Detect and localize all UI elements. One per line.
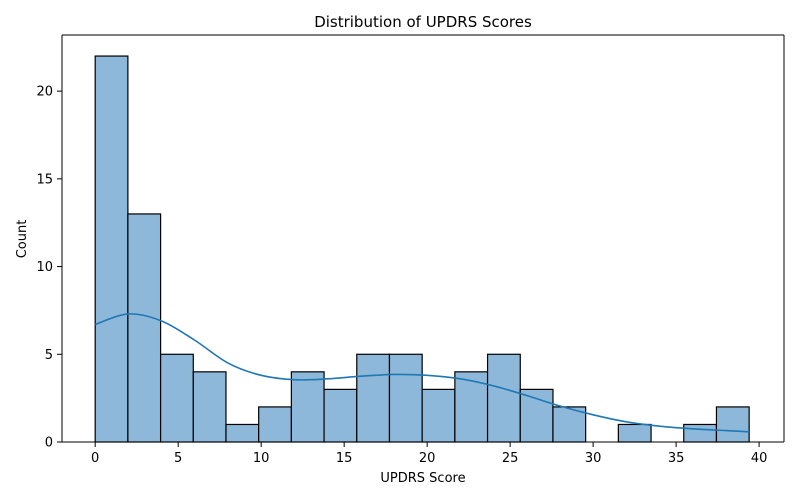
x-tick-label: 35: [668, 451, 685, 466]
histogram-bar: [127, 213, 162, 443]
x-tick-label: 20: [419, 451, 436, 466]
x-tick-label: 30: [585, 451, 602, 466]
histogram-bar: [421, 388, 456, 443]
histogram-bar: [258, 406, 292, 443]
x-tick-label: 25: [502, 451, 519, 466]
histogram-bar: [323, 388, 358, 443]
histogram-bar: [388, 353, 423, 443]
histogram-bar: [454, 371, 489, 443]
x-tick-label: 5: [174, 451, 182, 466]
x-tick-label: 40: [751, 451, 768, 466]
histogram-bar: [683, 423, 718, 443]
y-tick-label: 5: [45, 348, 53, 363]
histogram-bar: [192, 371, 227, 443]
histogram-bar: [486, 353, 521, 443]
chart-title: Distribution of UPDRS Scores: [314, 13, 532, 31]
kde-curve: [94, 313, 750, 433]
x-tick-label: 15: [336, 451, 353, 466]
histogram-bar: [290, 371, 325, 443]
x-tick-label: 0: [91, 451, 99, 466]
histogram-bar: [94, 55, 129, 443]
y-axis-title: Count: [15, 220, 30, 259]
histogram-bar: [356, 353, 391, 443]
histogram-bar: [159, 353, 194, 443]
y-tick-label: 15: [36, 172, 53, 187]
histogram-bar: [519, 388, 554, 443]
plot-area: 0 5 10 15 20 25 30 35 40 0 5 10 15 20: [36, 34, 785, 466]
histogram-bar: [552, 406, 587, 443]
histogram-bar: [715, 406, 750, 443]
y-tick-label: 20: [36, 85, 53, 100]
y-tick-label: 0: [45, 436, 53, 451]
histogram-bar: [617, 423, 652, 443]
y-tick-label: 10: [36, 260, 53, 275]
x-axis-title: UPDRS Score: [380, 471, 465, 486]
histogram-bar: [225, 423, 260, 443]
x-tick-label: 10: [253, 451, 270, 466]
